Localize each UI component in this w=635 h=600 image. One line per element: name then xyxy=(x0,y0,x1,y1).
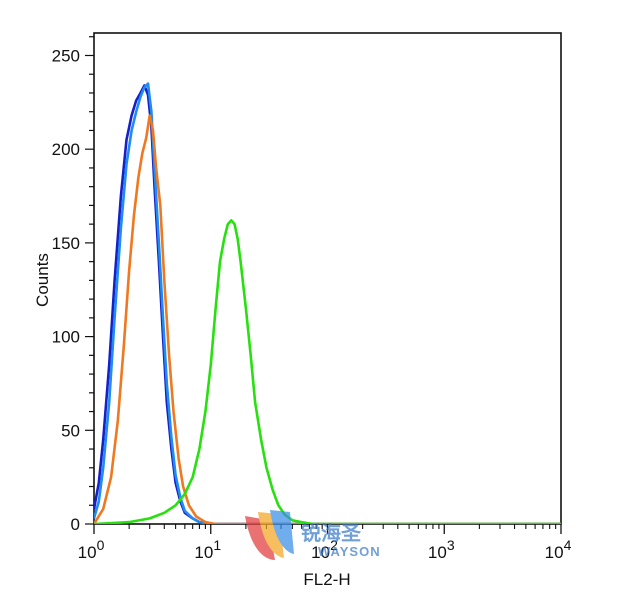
x-tick-label: 103 xyxy=(428,537,455,562)
x-tick-label: 104 xyxy=(545,537,572,562)
y-axis: 0 50 100 150 200 250 xyxy=(52,36,94,534)
x-tick-label: 102 xyxy=(311,537,338,562)
y-tick-label: 200 xyxy=(52,140,80,159)
watermark-logo-icon-band-3 xyxy=(270,510,294,554)
y-tick-label: 50 xyxy=(61,421,80,440)
watermark-brand-en: WAYSON xyxy=(318,544,381,559)
x-axis-title: FL2-H xyxy=(303,570,350,589)
y-tick-label: 250 xyxy=(52,46,80,65)
histogram-series-2 xyxy=(94,82,561,524)
x-tick-label: 100 xyxy=(78,537,105,562)
histogram-series-1 xyxy=(94,84,561,524)
y-tick-label: 150 xyxy=(52,234,80,253)
y-tick-label: 100 xyxy=(52,328,80,347)
y-tick-label: 0 xyxy=(71,515,80,534)
brand-watermark: 锐海圣 WAYSON xyxy=(245,510,381,560)
histogram-series-3 xyxy=(94,114,561,524)
x-tick-label: 101 xyxy=(194,537,221,562)
series-layer xyxy=(94,82,561,524)
watermark-brand-cn: 锐海圣 xyxy=(301,521,362,545)
y-axis-title: Counts xyxy=(33,253,52,307)
